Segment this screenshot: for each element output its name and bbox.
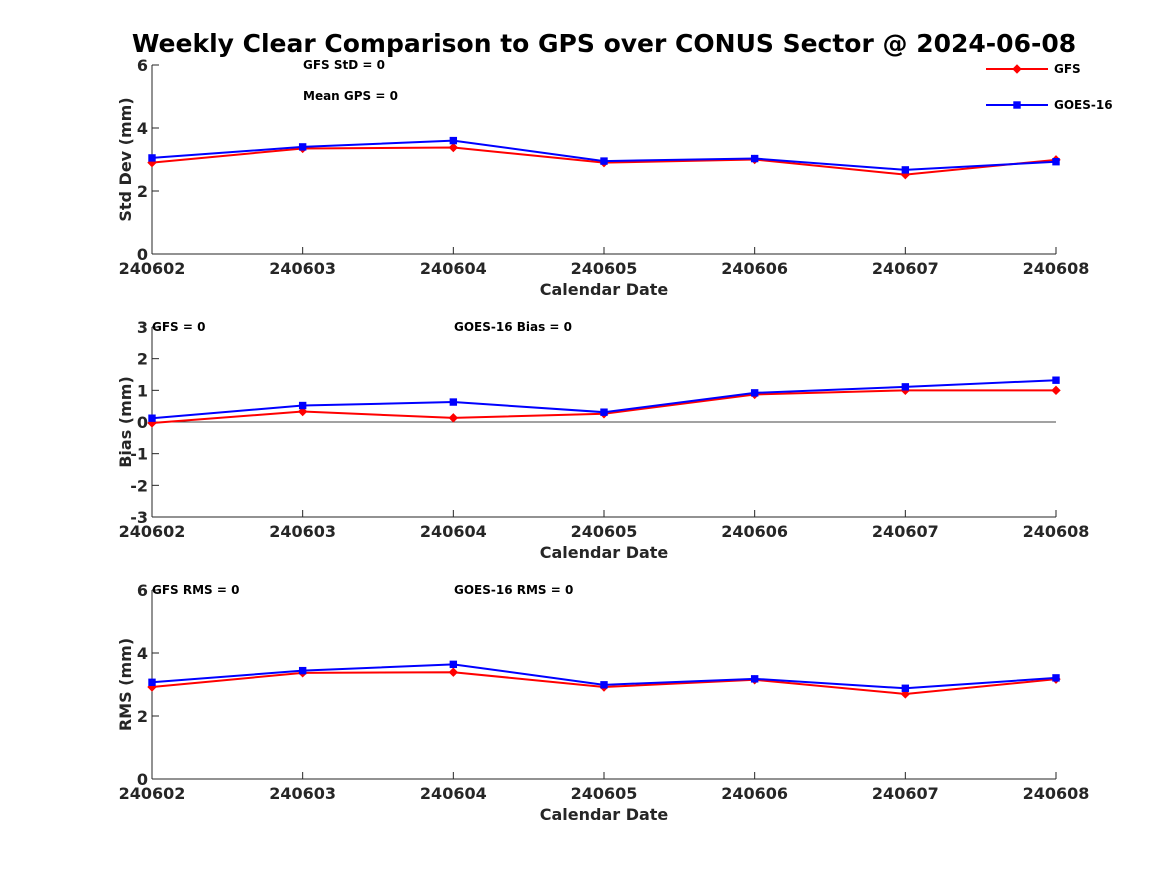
- panel-annotation: GFS = 0: [152, 320, 205, 334]
- chart-title: Weekly Clear Comparison to GPS over CONU…: [132, 29, 1076, 58]
- legend-label: GOES-16: [1054, 98, 1113, 112]
- data-point: [148, 414, 156, 422]
- data-point: [750, 154, 759, 163]
- panel-annotation: GOES-16 RMS = 0: [454, 583, 573, 597]
- x-tick-label: 240602: [119, 259, 186, 278]
- series-goes-16: [148, 376, 1060, 422]
- data-point: [750, 389, 759, 397]
- data-point: [148, 154, 156, 162]
- data-point: [298, 143, 307, 151]
- data-point: [600, 408, 608, 416]
- x-tick-label: 240606: [721, 784, 788, 803]
- panel-annotation: Mean GPS = 0: [303, 89, 398, 103]
- x-tick-label: 240602: [119, 522, 186, 541]
- panel-annotation: GFS RMS = 0: [152, 583, 239, 597]
- data-point: [600, 157, 608, 165]
- x-axis-label: Calendar Date: [540, 805, 669, 824]
- data-point: [901, 684, 910, 692]
- x-tick-label: 240604: [420, 784, 487, 803]
- y-tick-label: 0: [137, 770, 148, 789]
- y-tick-label: 6: [137, 581, 148, 600]
- x-axis-label: Calendar Date: [540, 543, 669, 562]
- series-goes-16: [148, 660, 1060, 692]
- data-point: [148, 678, 156, 686]
- x-axis-label: Calendar Date: [540, 280, 669, 299]
- x-tick-label: 240605: [571, 522, 638, 541]
- data-point: [449, 136, 458, 145]
- x-tick-label: 240603: [269, 259, 336, 278]
- x-tick-label: 240603: [269, 522, 336, 541]
- y-tick-label: 4: [137, 644, 148, 663]
- y-axis-label: RMS (mm): [116, 638, 135, 731]
- data-point: [1052, 158, 1060, 166]
- panel-annotation: GOES-16 Bias = 0: [454, 320, 572, 334]
- x-tick-label: 240604: [420, 259, 487, 278]
- y-tick-label: 2: [137, 350, 148, 369]
- data-point: [750, 675, 759, 683]
- legend-entry-goes-16: GOES-16: [986, 98, 1113, 112]
- legend-label: GFS: [1054, 62, 1081, 76]
- data-point: [448, 142, 459, 153]
- legend-entry-gfs: GFS: [986, 62, 1081, 76]
- y-tick-label: 4: [137, 119, 148, 138]
- panel-annotation: GFS StD = 0: [303, 58, 385, 72]
- panel-3: 0 2 4 6 240602 240603 240604 240605 240606 240607…: [116, 581, 1089, 824]
- y-tick-label: -1: [130, 445, 148, 464]
- data-point: [448, 413, 459, 423]
- data-point: [297, 406, 308, 417]
- y-axis-label: Std Dev (mm): [116, 97, 135, 221]
- x-tick-label: 240607: [872, 784, 939, 803]
- x-tick-label: 240608: [1023, 259, 1090, 278]
- y-tick-label: -2: [130, 476, 148, 495]
- legend: GFS GOES-16: [986, 62, 1113, 112]
- x-tick-label: 240603: [269, 784, 336, 803]
- data-point: [1051, 385, 1061, 396]
- legend-marker: [1013, 101, 1021, 109]
- data-point: [901, 383, 910, 391]
- y-tick-label: -3: [130, 508, 148, 527]
- data-point: [448, 667, 459, 677]
- x-tick-label: 240602: [119, 784, 186, 803]
- y-tick-label: 0: [137, 413, 148, 432]
- y-axis-label: Bias (mm): [116, 376, 135, 468]
- y-tick-label: 2: [137, 182, 148, 201]
- data-point: [298, 401, 307, 410]
- data-point: [1052, 674, 1060, 682]
- x-tick-label: 240607: [872, 522, 939, 541]
- data-point: [1052, 376, 1060, 384]
- legend-marker: [1012, 64, 1022, 74]
- data-point: [298, 666, 307, 675]
- x-tick-label: 240606: [721, 259, 788, 278]
- panel-2: -3 -2 -1 0 1 2 3 240602 240603 240604 240605 240606…: [116, 318, 1089, 562]
- data-point: [449, 660, 458, 669]
- data-point: [901, 166, 910, 174]
- series-goes-16: [148, 136, 1060, 174]
- data-point: [600, 681, 608, 689]
- x-tick-label: 240608: [1023, 522, 1090, 541]
- data-point: [449, 398, 458, 406]
- x-tick-label: 240605: [571, 259, 638, 278]
- x-tick-label: 240604: [420, 522, 487, 541]
- y-tick-label: 1: [137, 381, 148, 400]
- y-tick-label: 0: [137, 245, 148, 264]
- y-tick-label: 3: [137, 318, 148, 337]
- x-tick-label: 240606: [721, 522, 788, 541]
- panel-1: 0 2 4 6 240602 240603 240604 240605 240606 240607…: [116, 56, 1089, 299]
- x-tick-label: 240605: [571, 784, 638, 803]
- x-tick-label: 240607: [872, 259, 939, 278]
- y-tick-label: 2: [137, 707, 148, 726]
- x-tick-label: 240608: [1023, 784, 1090, 803]
- y-tick-label: 6: [137, 56, 148, 75]
